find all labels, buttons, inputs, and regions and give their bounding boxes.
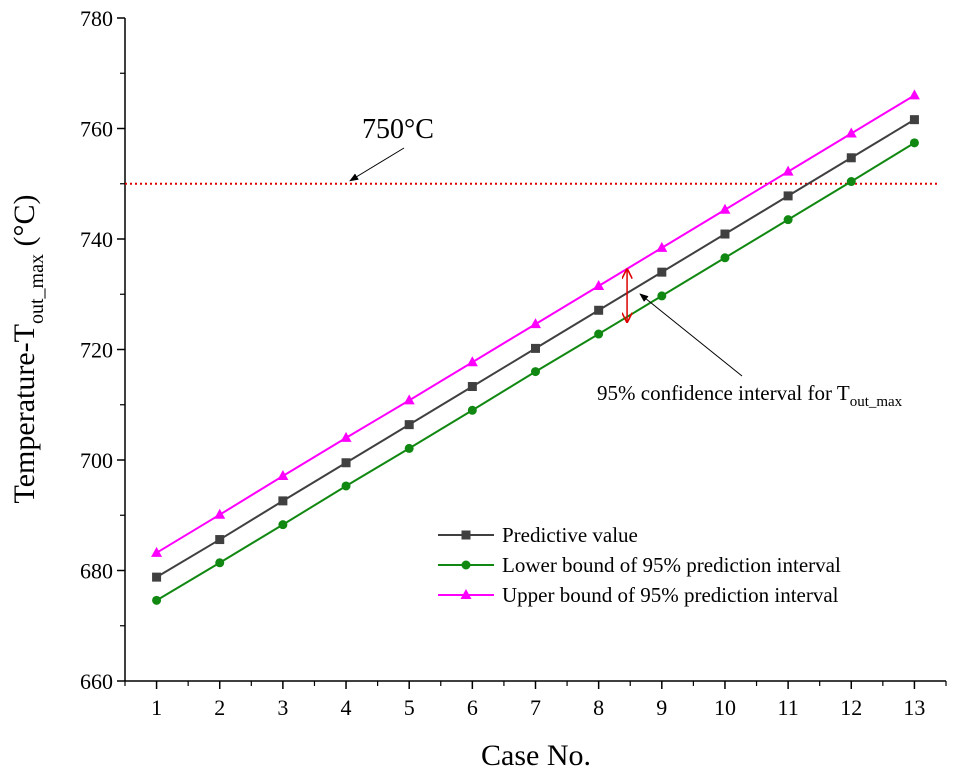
data-point-square [461,530,471,540]
data-point-triangle [460,589,472,599]
data-point-square [594,305,604,315]
annotation-pointer [639,293,743,377]
data-point-triangle [403,394,415,405]
x-tick-label: 10 [714,695,736,720]
data-point-square [720,229,730,239]
data-point-circle [594,329,604,339]
x-tick-label: 6 [467,695,478,720]
y-tick-label: 660 [80,669,113,694]
data-point-triangle [656,241,668,252]
data-point-square [404,420,414,430]
y-tick-label: 720 [80,338,113,363]
data-point-circle [341,481,351,491]
data-point-circle [152,595,162,605]
data-point-square [215,535,225,545]
data-point-square [152,572,162,582]
series-group [151,89,920,605]
annotation-group: 95% confidence interval for Tout_max [597,269,903,410]
data-point-circle [720,253,730,263]
data-point-triangle [151,546,163,557]
data-point-square [657,267,667,277]
x-tick-label: 7 [530,695,541,720]
series-3 [151,89,920,557]
legend-item-2: Lower bound of 95% prediction interval [438,553,841,577]
data-point-circle [909,138,919,148]
y-tick-label: 740 [80,227,113,252]
data-point-triangle [530,318,541,329]
x-tick-label: 5 [404,695,415,720]
data-point-circle [461,560,471,570]
data-point-circle [467,405,477,415]
y-tick-label: 700 [80,448,113,473]
data-point-circle [215,558,225,568]
threshold-label: 750°C [362,114,434,145]
data-point-triangle [214,508,226,519]
data-point-circle [531,367,540,377]
data-point-square [531,343,540,353]
data-point-circle [657,291,667,301]
legend-label: Predictive value [502,523,638,547]
x-tick-label: 2 [214,695,225,720]
legend-label: Lower bound of 95% prediction interval [502,553,841,577]
x-tick-label: 9 [656,695,667,720]
legend-label: Upper bound of 95% prediction interval [502,583,839,607]
y-axis-title-unit: (°C) [8,195,41,255]
x-tick-label: 1 [151,695,162,720]
data-point-triangle [845,127,857,138]
data-point-circle [783,215,793,225]
data-point-triangle [340,431,352,442]
series-1 [152,115,919,582]
x-tick-label: 3 [277,695,288,720]
series-2 [152,138,919,605]
data-point-square [783,191,793,201]
threshold-group: 750°C [125,114,938,185]
data-point-square [341,458,351,468]
y-axis-title: Temperature-Tout_max (°C) [8,195,48,504]
x-tick-label: 11 [778,695,799,720]
y-tick-label: 680 [80,559,113,584]
data-point-triangle [782,165,794,176]
x-axis-title: Case No. [481,739,591,772]
annotation-label: 95% confidence interval for Tout_max [597,381,903,410]
legend-item-3: Upper bound of 95% prediction interval [438,583,839,607]
data-point-triangle [466,356,478,367]
y-axis-title-main: Temperature-T [8,324,41,503]
data-point-square [909,115,919,125]
data-point-circle [278,520,288,530]
x-tick-label: 4 [341,695,352,720]
y-axis-title-sub: out_max [26,254,48,324]
data-point-square [467,382,477,392]
data-point-triangle [719,203,731,214]
data-point-triangle [908,89,920,100]
data-point-circle [404,443,414,453]
data-point-circle [846,177,856,187]
y-tick-label: 780 [80,6,113,31]
data-point-square [278,496,288,506]
threshold-pointer [349,147,405,182]
legend-item-1: Predictive value [438,523,638,547]
data-point-triangle [593,279,605,290]
x-tick-label: 8 [593,695,604,720]
data-point-triangle [277,470,289,481]
y-tick-label: 760 [80,117,113,142]
x-tick-label: 13 [903,695,925,720]
x-tick-label: 12 [840,695,862,720]
data-point-square [846,153,856,163]
legend: Predictive value Lower bound of 95% predi… [438,523,841,607]
